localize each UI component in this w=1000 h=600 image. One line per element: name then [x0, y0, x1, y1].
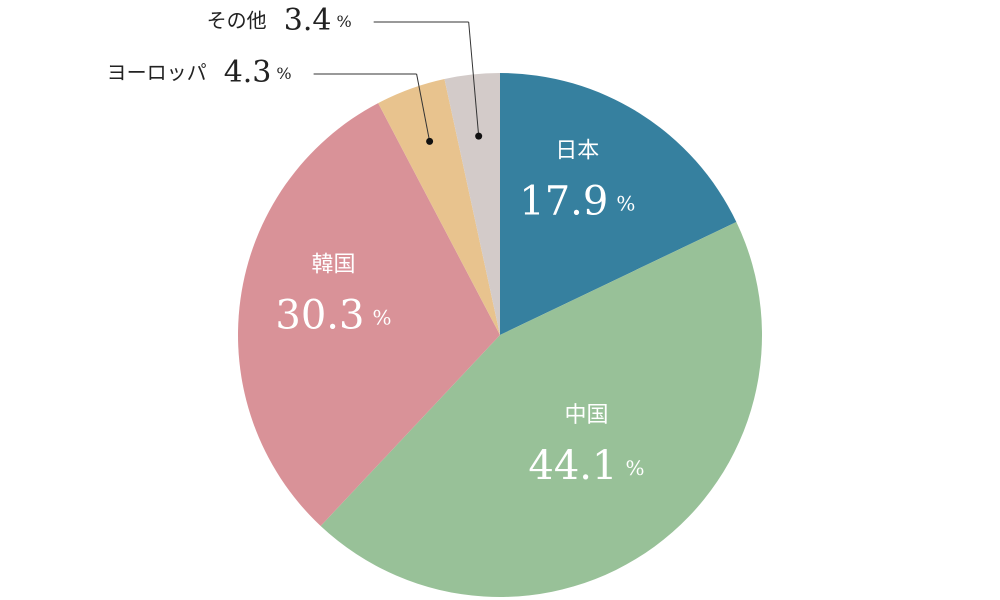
- value-number: 4.3: [224, 55, 272, 90]
- value-unit: %: [625, 456, 644, 480]
- leader-line: [416, 73, 431, 142]
- slice-value: 17.9%: [519, 179, 635, 225]
- slice-label: 中国: [564, 403, 608, 428]
- pie-slice: [378, 78, 500, 335]
- outside-value: 3.4%: [284, 3, 352, 38]
- value-unit: %: [276, 64, 291, 83]
- pie-slice: [500, 73, 737, 335]
- value-number: 44.1: [528, 443, 617, 489]
- slice-label: 韓国: [311, 252, 355, 277]
- pie-slice: [444, 73, 500, 335]
- outside-value: 4.3%: [224, 55, 292, 90]
- leader-dot: [426, 137, 434, 145]
- leader-line: [468, 21, 480, 137]
- outside-label: その他: [207, 9, 267, 33]
- value-number: 17.9: [519, 179, 608, 225]
- outside-label: ヨーロッパ: [107, 61, 207, 85]
- value-number: 3.4: [284, 3, 332, 38]
- value-unit: %: [336, 12, 351, 31]
- value-number: 30.3: [275, 292, 364, 338]
- slice-value: 30.3%: [275, 292, 391, 338]
- slice-label: 日本: [555, 139, 599, 164]
- leader-dot: [475, 132, 483, 140]
- value-unit: %: [372, 305, 391, 329]
- slice-value: 44.1%: [528, 443, 644, 489]
- pie-slice: [320, 221, 763, 598]
- value-unit: %: [616, 191, 635, 215]
- pie-slice: [238, 103, 500, 526]
